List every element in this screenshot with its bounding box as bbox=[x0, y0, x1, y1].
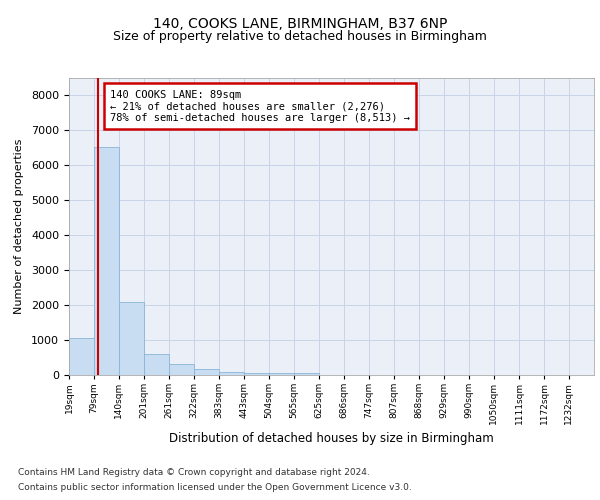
Bar bbox=[194, 370, 219, 375]
Bar bbox=[94, 148, 119, 375]
Bar bbox=[294, 373, 319, 375]
Text: Contains public sector information licensed under the Open Government Licence v3: Contains public sector information licen… bbox=[18, 483, 412, 492]
Bar bbox=[69, 338, 94, 375]
Bar bbox=[219, 372, 244, 375]
Bar bbox=[119, 302, 144, 375]
Bar bbox=[144, 354, 169, 375]
Text: Contains HM Land Registry data © Crown copyright and database right 2024.: Contains HM Land Registry data © Crown c… bbox=[18, 468, 370, 477]
Bar bbox=[169, 364, 194, 375]
Bar bbox=[244, 372, 269, 375]
Text: 140, COOKS LANE, BIRMINGHAM, B37 6NP: 140, COOKS LANE, BIRMINGHAM, B37 6NP bbox=[153, 18, 447, 32]
X-axis label: Distribution of detached houses by size in Birmingham: Distribution of detached houses by size … bbox=[169, 432, 494, 446]
Text: 140 COOKS LANE: 89sqm
← 21% of detached houses are smaller (2,276)
78% of semi-d: 140 COOKS LANE: 89sqm ← 21% of detached … bbox=[110, 90, 410, 123]
Text: Size of property relative to detached houses in Birmingham: Size of property relative to detached ho… bbox=[113, 30, 487, 43]
Bar bbox=[269, 373, 294, 375]
Y-axis label: Number of detached properties: Number of detached properties bbox=[14, 138, 24, 314]
